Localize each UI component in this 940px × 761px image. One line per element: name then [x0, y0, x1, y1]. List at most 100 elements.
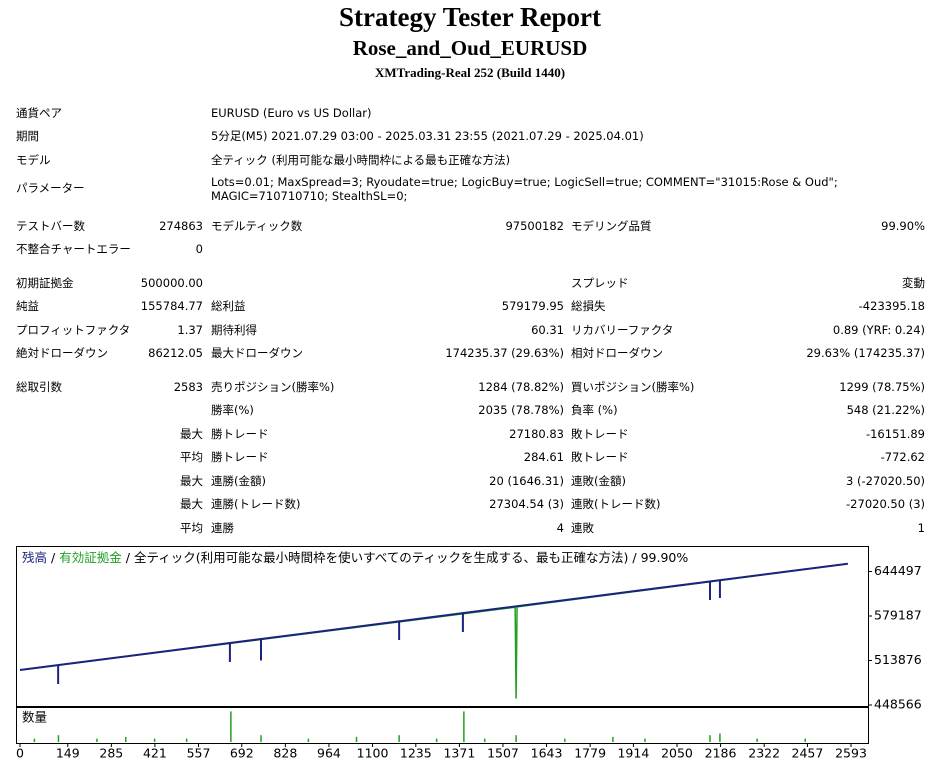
- x-tick-label: 1235: [400, 746, 432, 761]
- stat-value: 27304.54 (3): [489, 497, 564, 511]
- x-tick-label: 0: [16, 746, 24, 761]
- volume-bar: [719, 733, 721, 742]
- x-tick-label: 2593: [835, 746, 867, 761]
- stat-label: 総利益: [211, 299, 246, 313]
- x-tick-label: 1507: [487, 746, 519, 761]
- plot-frame: [16, 546, 869, 707]
- x-tick-label: 2050: [661, 746, 693, 761]
- stat-label: 連勝(トレード数): [211, 497, 301, 511]
- stat-value: 2583: [173, 380, 203, 394]
- info-label: パラメーター: [16, 181, 85, 195]
- x-tick-label: 2457: [792, 746, 824, 761]
- stat-label: 最大ドローダウン: [211, 346, 303, 360]
- volume-bar: [230, 711, 232, 742]
- title: Strategy Tester Report: [339, 2, 601, 32]
- y-tick-label: 579187: [874, 607, 922, 622]
- x-tick-label: 1643: [531, 746, 563, 761]
- stat-value: 548 (21.22%): [846, 403, 925, 417]
- subtitle: Rose_and_Oud_EURUSD: [352, 36, 588, 60]
- stat-value: 274863: [159, 219, 203, 233]
- stat-label: 勝率(%): [211, 403, 254, 417]
- stat-label: 不整合チャートエラー: [16, 242, 131, 256]
- stat-label: 総取引数: [16, 380, 62, 394]
- legend-sep: /: [126, 550, 131, 565]
- stat-label: 負率 (%): [571, 403, 618, 417]
- stat-value: 最大: [180, 427, 203, 441]
- stat-label: 勝トレード: [211, 450, 269, 464]
- stat-label: プロフィットファクタ: [16, 323, 131, 337]
- volume-bar: [435, 738, 438, 742]
- stat-value: 変動: [902, 276, 925, 290]
- stat-value: 20 (1646.31): [489, 474, 564, 488]
- stat-value: 1: [917, 521, 925, 535]
- stat-label: 連勝: [211, 521, 234, 535]
- y-tick-label: 448566: [874, 697, 922, 712]
- stat-label: 連敗(トレード数): [571, 497, 661, 511]
- volume-bar: [125, 736, 127, 742]
- stat-label: リカバリーファクタ: [571, 323, 674, 337]
- info-value: 全ティック (利用可能な最小時間枠による最も正確な方法): [211, 153, 511, 167]
- legend-sep: /: [51, 550, 56, 565]
- stat-value: -772.62: [880, 450, 925, 464]
- volume-bar: [612, 736, 614, 742]
- stat-label: 勝トレード: [211, 427, 269, 441]
- stat-value: 500000.00: [140, 276, 203, 290]
- stat-value: -423395.18: [858, 299, 925, 313]
- stat-label: 期待利得: [211, 323, 257, 337]
- volume-bar: [153, 738, 156, 742]
- stat-value: 平均: [180, 450, 203, 464]
- stat-label: 連勝(金額): [211, 474, 266, 488]
- stat-label: スプレッド: [571, 276, 629, 290]
- info-label: 通貨ペア: [16, 106, 62, 120]
- x-tick-label: 421: [143, 746, 167, 761]
- x-tick-label: 149: [56, 746, 80, 761]
- volume-bar: [398, 735, 400, 742]
- stat-value: 平均: [180, 521, 203, 535]
- x-tick-label: 964: [317, 746, 341, 761]
- stat-label: 純益: [16, 299, 39, 313]
- stat-label: 敗トレード: [571, 427, 629, 441]
- volume-bar: [33, 738, 36, 742]
- stat-label: 連敗: [571, 521, 594, 535]
- stat-value: 97500182: [505, 219, 564, 233]
- volume-bar: [515, 735, 517, 742]
- stat-value: 1299 (78.75%): [839, 380, 925, 394]
- legend-quality: 99.90%: [641, 550, 689, 565]
- legend-equity: 有効証拠金: [59, 550, 122, 565]
- stat-value: 最大: [180, 497, 203, 511]
- stat-value: 86212.05: [148, 346, 203, 360]
- info-label: モデル: [16, 153, 51, 167]
- y-tick-label: 644497: [874, 563, 922, 578]
- stat-label: 敗トレード: [571, 450, 629, 464]
- stat-value: 1284 (78.82%): [478, 380, 564, 394]
- stat-value: -27020.50 (3): [846, 497, 925, 511]
- stat-value: 174235.37 (29.63%): [445, 346, 564, 360]
- stat-label: 連敗(金額): [571, 474, 626, 488]
- info-value: Lots=0.01; MaxSpread=3; Ryoudate=true; L…: [211, 175, 838, 203]
- x-tick-label: 1100: [357, 746, 389, 761]
- info-value: EURUSD (Euro vs US Dollar): [211, 106, 372, 120]
- volume-bar: [483, 738, 486, 742]
- volume-bar: [260, 735, 262, 742]
- stat-label: モデルティック数: [211, 219, 303, 233]
- legend: 残高 / 有効証拠金 / 全ティック(利用可能な最小時間枠を使いすべてのティックを生成す…: [22, 550, 688, 565]
- volume-bar: [96, 738, 98, 742]
- stat-value: 29.63% (174235.37): [806, 346, 925, 360]
- stat-label: 総損失: [571, 299, 606, 313]
- volume-bar: [804, 738, 806, 742]
- stat-value: 4: [556, 521, 564, 535]
- legend-model: 全ティック(利用可能な最小時間枠を使いすべてのティックを生成する、最も正確な方法…: [134, 550, 628, 565]
- volume-bar: [644, 738, 646, 742]
- volume-bar: [57, 735, 60, 742]
- x-tick-label: 557: [187, 746, 211, 761]
- stat-value: 60.31: [531, 323, 564, 337]
- legend-sep: /: [632, 550, 637, 565]
- volume-bar: [564, 738, 566, 742]
- stat-value: 3 (-27020.50): [846, 474, 925, 488]
- volume-label: 数量: [22, 710, 47, 725]
- stat-label: 初期証拠金: [16, 276, 74, 290]
- stat-value: 99.90%: [881, 219, 925, 233]
- stat-label: 買いポジション(勝率%): [571, 380, 695, 394]
- stat-value: 284.61: [523, 450, 564, 464]
